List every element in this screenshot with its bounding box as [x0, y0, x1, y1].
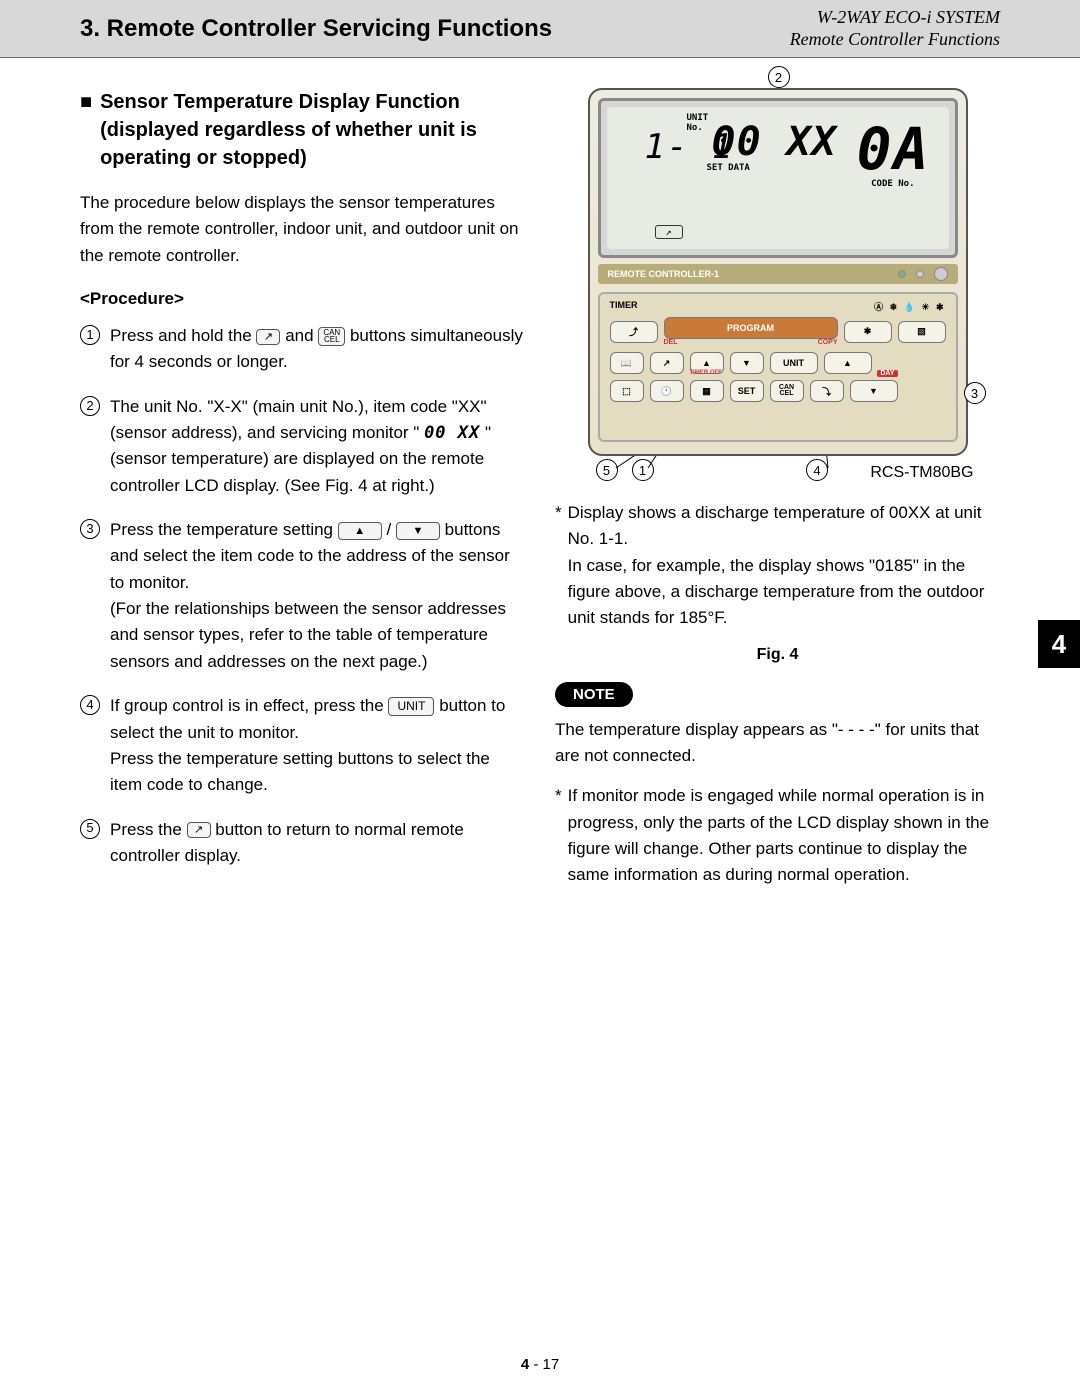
step-num-3: 3 — [80, 519, 100, 539]
step1-mid: and — [285, 326, 318, 345]
header-right: W-2WAY ECO-i SYSTEM Remote Controller Fu… — [790, 7, 1000, 50]
mode-icons: Ⓐ ❄ 💧 ☀ ✱ — [874, 300, 945, 313]
step-1: 1 Press and hold the ↗ and CAN CEL butto… — [80, 323, 525, 376]
seg-00xx-icon: 00 XX — [424, 423, 480, 443]
program-button[interactable]: PROGRAM — [664, 317, 838, 339]
step3-extra: (For the relationships between the senso… — [110, 596, 525, 675]
step-num-4: 4 — [80, 695, 100, 715]
note1-b: In case, for example, the display shows … — [568, 553, 1000, 632]
step5-pre: Press the — [110, 820, 187, 839]
strip-text: REMOTE CONTROLLER-1 — [608, 269, 720, 279]
step-num-5: 5 — [80, 819, 100, 839]
step3-pre: Press the temperature setting — [110, 520, 338, 539]
lcd-setdata-label: SET DATA — [707, 163, 750, 173]
square-bullet-icon: ■ — [80, 88, 92, 116]
step-2: 2 The unit No. "X-X" (main unit No.), it… — [80, 394, 525, 499]
left-column: ■ Sensor Temperature Display Function (d… — [80, 88, 525, 903]
clock-button[interactable]: 🕐 — [650, 380, 684, 402]
step-4: 4 If group control is in effect, press t… — [80, 693, 525, 798]
day-label: DAY — [877, 370, 897, 377]
flap-icon: ↗ — [655, 225, 683, 239]
model-label: RCS-TM80BG — [870, 464, 977, 482]
asterisk-icon: * — [555, 500, 562, 632]
swing-button[interactable]: ⤵ — [810, 380, 844, 402]
step-num-2: 2 — [80, 396, 100, 416]
remote-controller: UNIT No. 1- 1 00 XX SET DATA 0A CODE No.… — [588, 88, 968, 456]
label-strip: REMOTE CONTROLLER-1 — [598, 264, 958, 284]
sensor-icon — [916, 270, 924, 278]
step3-slash: / — [386, 520, 395, 539]
wrench-button[interactable]: ↗ — [650, 352, 684, 374]
lcd-code-value: 0A — [857, 115, 931, 183]
note-text: The temperature display appears as "- - … — [555, 717, 1000, 770]
note-pill: NOTE — [555, 682, 633, 707]
lcd-frame: UNIT No. 1- 1 00 XX SET DATA 0A CODE No.… — [598, 98, 958, 258]
temp-down-button[interactable]: ▼ — [850, 380, 898, 402]
system-name: W-2WAY ECO-i SYSTEM — [790, 7, 1000, 29]
callout-1: 1 — [632, 459, 654, 481]
temp-up-button-icon: ▲ — [338, 522, 382, 540]
note2-text: If monitor mode is engaged while normal … — [568, 783, 1000, 888]
mode-button[interactable]: ▧ — [898, 321, 946, 343]
cancel-button-icon: CAN CEL — [318, 327, 345, 346]
timer-down-button[interactable]: ▼ — [730, 352, 764, 374]
procedure-label: <Procedure> — [80, 289, 525, 309]
fan-button[interactable]: ✱ — [844, 321, 892, 343]
unit-button-icon: UNIT — [388, 697, 434, 716]
note1-a: Display shows a discharge temperature of… — [568, 500, 1000, 553]
right-column: 2 UNIT No. 1- 1 00 XX SET DATA — [555, 88, 1000, 903]
lcd-codeno-label: CODE No. — [871, 179, 914, 189]
step-3: 3 Press the temperature setting ▲ / ▼ bu… — [80, 517, 525, 675]
lcd-display: UNIT No. 1- 1 00 XX SET DATA 0A CODE No.… — [607, 107, 949, 249]
unit-button[interactable]: UNIT — [770, 352, 818, 374]
grid-button[interactable]: ▦ — [690, 380, 724, 402]
wrench-button-icon-2: ↗ — [187, 822, 211, 838]
strip-indicators — [898, 267, 948, 281]
step1-pre: Press and hold the — [110, 326, 256, 345]
intro-text: The procedure below displays the sensor … — [80, 190, 525, 269]
display-note-2: * If monitor mode is engaged while norma… — [555, 783, 1000, 888]
figure-label: Fig. 4 — [555, 646, 1000, 664]
callout-4: 4 — [806, 459, 828, 481]
del-label: DEL — [664, 339, 678, 346]
temp-down-button-icon: ▼ — [396, 522, 440, 540]
step4-extra: Press the temperature setting buttons to… — [110, 746, 525, 799]
page-number: 4 - 17 — [0, 1356, 1080, 1373]
callout-5: 5 — [596, 459, 618, 481]
header-bar: 3. Remote Controller Servicing Functions… — [0, 0, 1080, 58]
asterisk-icon-2: * — [555, 783, 562, 888]
chapter-title: 3. Remote Controller Servicing Functions — [80, 15, 552, 43]
display-note-1: * Display shows a discharge temperature … — [555, 500, 1000, 632]
button-panel: TIMER Ⓐ ❄ 💧 ☀ ✱ ⤴ PROGRAM DEL COPY ✱ ▧ — [598, 292, 958, 442]
callout-2: 2 — [768, 66, 790, 88]
flap-button[interactable]: ⤴ — [610, 321, 658, 343]
section-tab: 4 — [1038, 620, 1080, 668]
content-area: ■ Sensor Temperature Display Function (d… — [0, 58, 1080, 903]
timeroff-label: TIMER OFF — [690, 370, 722, 376]
cancel-button[interactable]: CAN CEL — [770, 380, 804, 402]
step-5: 5 Press the ↗ button to return to normal… — [80, 817, 525, 870]
section-title: ■ Sensor Temperature Display Function (d… — [80, 88, 525, 172]
book-button[interactable]: 📖 — [610, 352, 644, 374]
step-num-1: 1 — [80, 325, 100, 345]
remote-figure: 2 UNIT No. 1- 1 00 XX SET DATA — [578, 88, 978, 482]
callout-3: 3 — [964, 382, 986, 404]
step4-pre: If group control is in effect, press the — [110, 696, 388, 715]
set-button[interactable]: SET — [730, 380, 764, 402]
power-button-icon — [934, 267, 948, 281]
vent-button[interactable]: ⬚ — [610, 380, 644, 402]
led-icon — [898, 270, 906, 278]
copy-label: COPY — [818, 339, 838, 346]
temp-up-button[interactable]: ▲ — [824, 352, 872, 374]
subtitle: Remote Controller Functions — [790, 29, 1000, 51]
lcd-setdata-value: 00 XX — [712, 119, 837, 165]
timer-label: TIMER — [610, 300, 638, 313]
wrench-button-icon: ↗ — [256, 329, 280, 345]
section-heading: Sensor Temperature Display Function (dis… — [100, 88, 525, 172]
